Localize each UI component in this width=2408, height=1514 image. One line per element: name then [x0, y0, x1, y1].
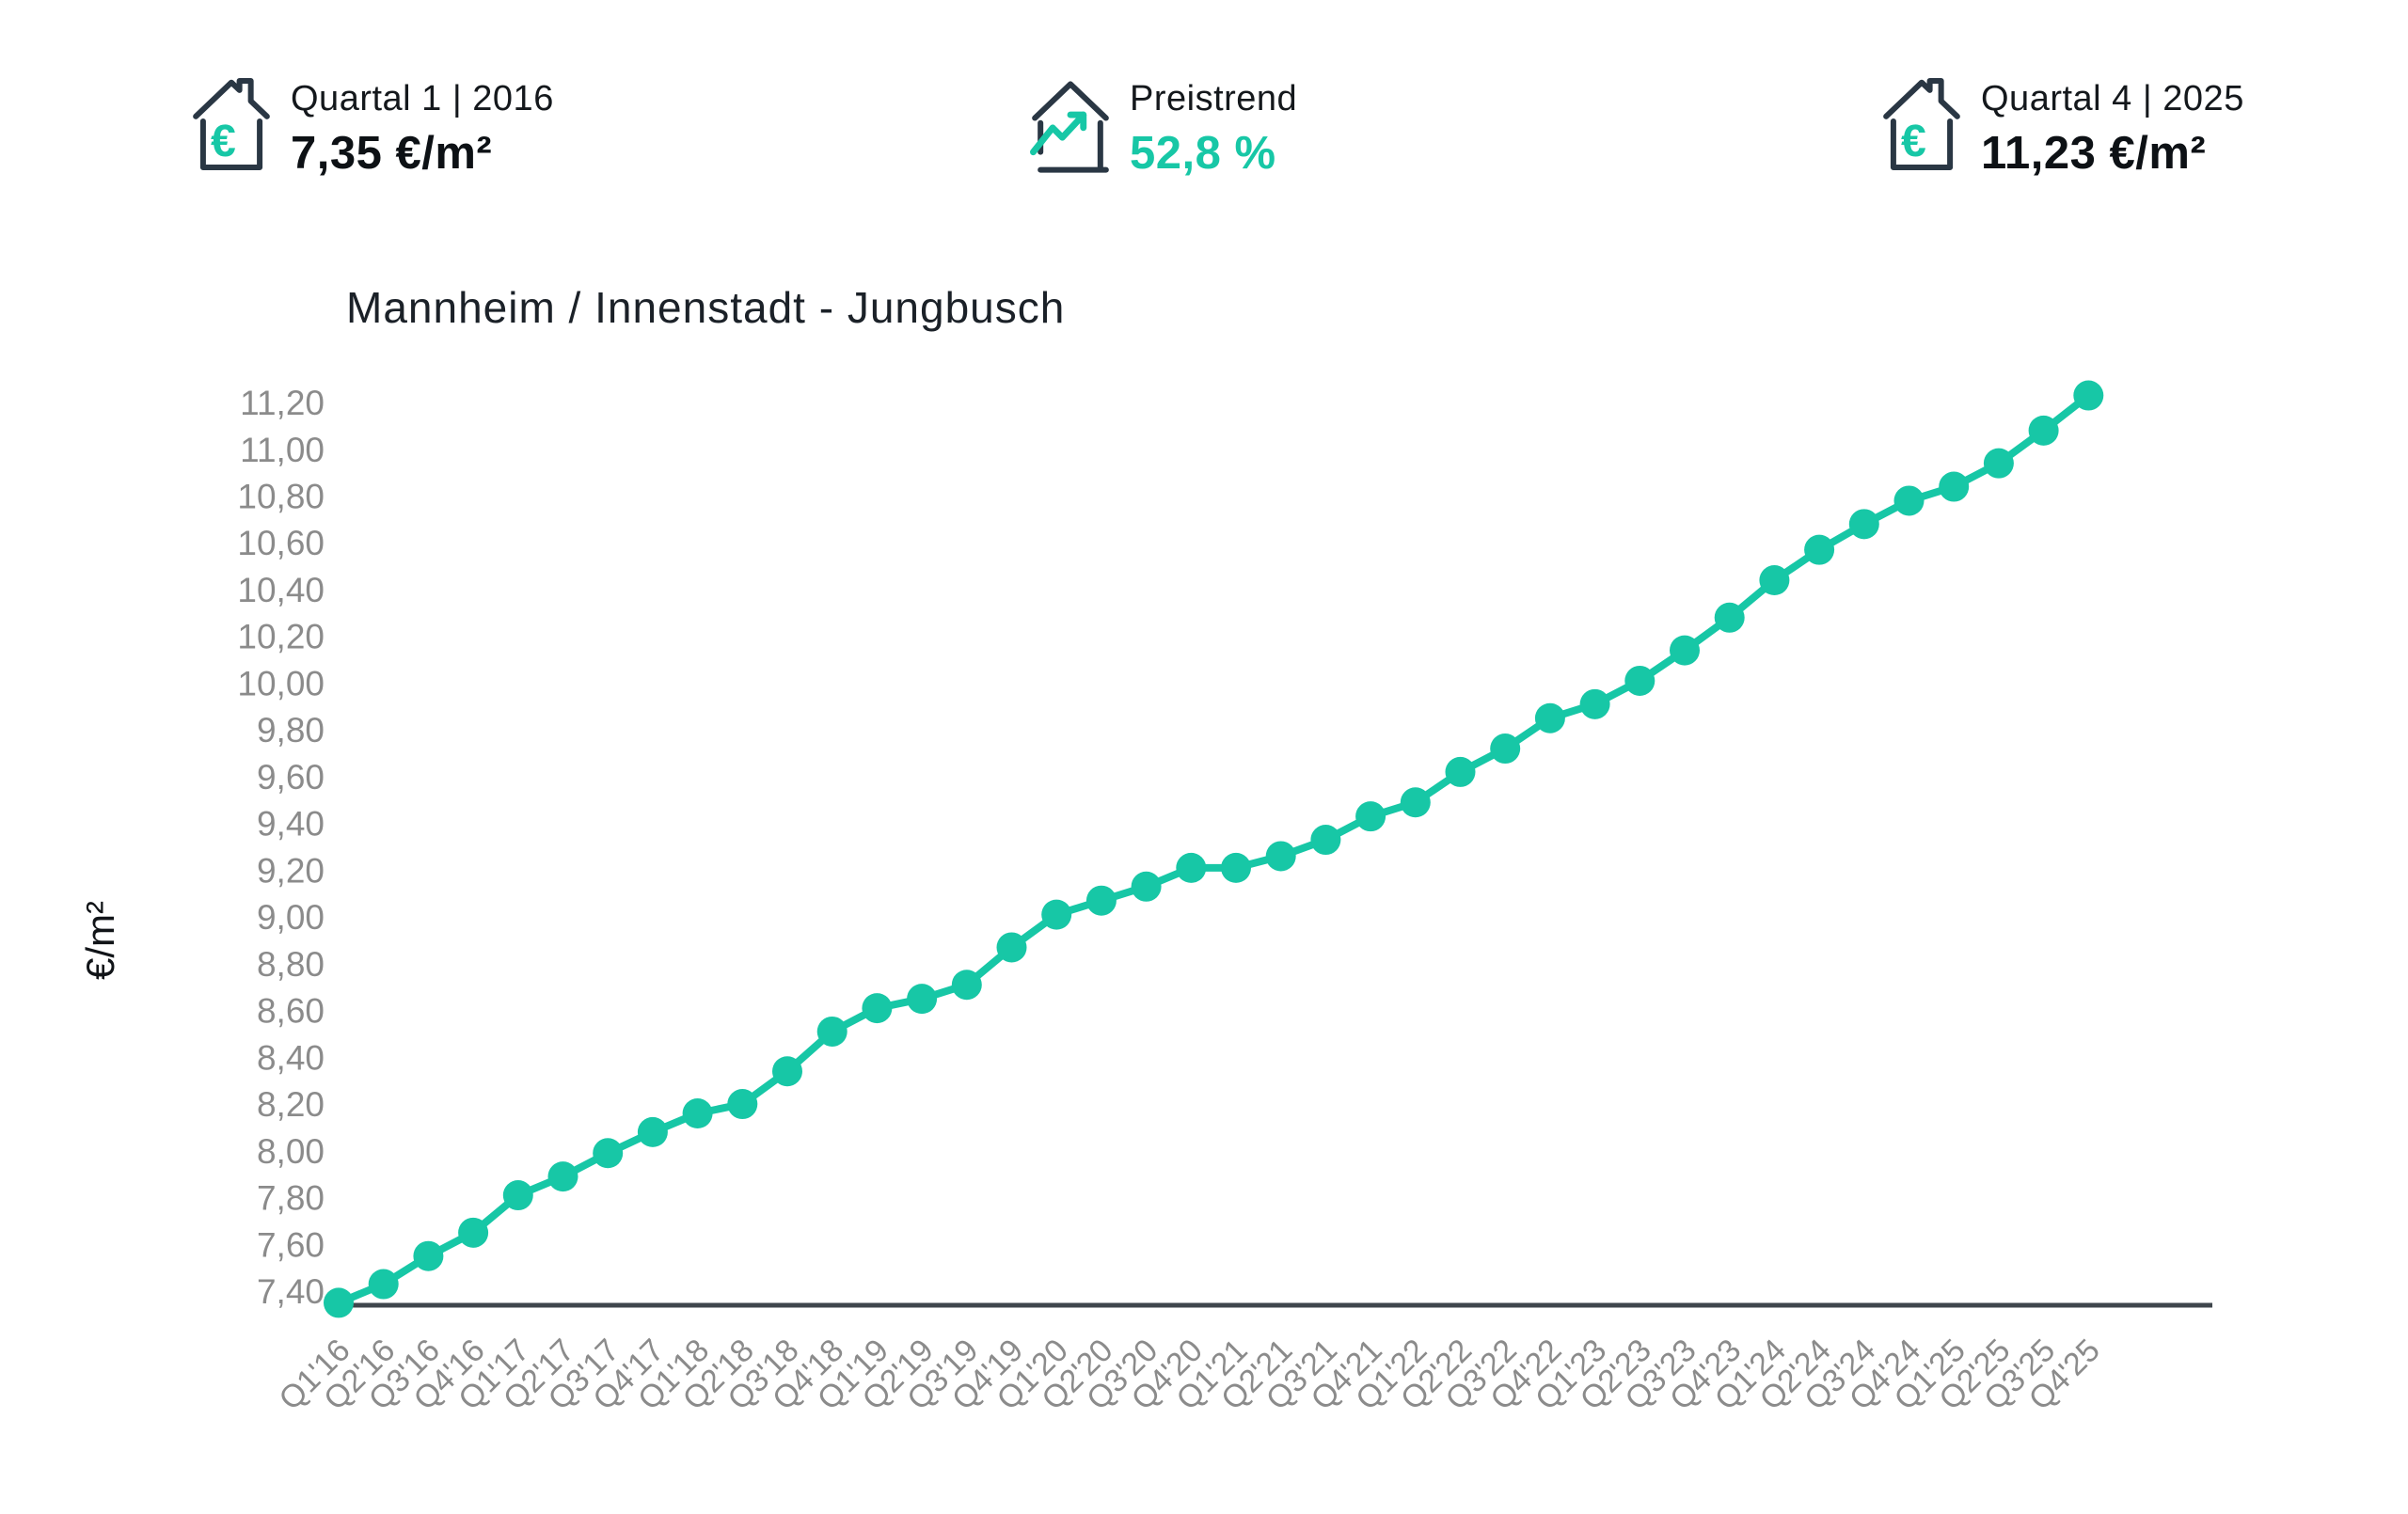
data-point[interactable] — [458, 1217, 489, 1248]
data-point[interactable] — [1355, 801, 1386, 832]
stat-value: 52,8 % — [1130, 128, 1276, 179]
y-tick-label: 9,40 — [257, 805, 325, 844]
data-point[interactable] — [1085, 885, 1117, 916]
y-tick-label: 10,60 — [237, 524, 325, 562]
data-point[interactable] — [413, 1240, 444, 1271]
y-tick-label: 10,00 — [237, 664, 325, 702]
data-point[interactable] — [502, 1180, 533, 1211]
data-point[interactable] — [547, 1161, 578, 1192]
data-point[interactable] — [1131, 871, 1162, 902]
y-tick-label: 11,00 — [240, 431, 325, 469]
chart-title: Mannheim / Innenstadt - Jungbusch — [346, 283, 1066, 332]
data-point[interactable] — [1265, 841, 1296, 872]
data-point[interactable] — [1624, 665, 1656, 696]
data-point[interactable] — [1670, 635, 1700, 666]
data-point[interactable] — [951, 970, 982, 1001]
data-point[interactable] — [1221, 852, 1251, 883]
y-tick-label: 11,20 — [240, 384, 325, 422]
data-point[interactable] — [1759, 565, 1790, 596]
y-tick-label: 7,60 — [257, 1225, 325, 1264]
y-tick-label: 8,60 — [257, 992, 325, 1031]
house-euro-icon: € — [1883, 77, 1960, 171]
data-point[interactable] — [2028, 415, 2059, 446]
y-tick-label: 9,20 — [257, 851, 325, 890]
data-point[interactable] — [1804, 534, 1835, 565]
data-point[interactable] — [727, 1089, 758, 1120]
data-point[interactable] — [1579, 688, 1610, 719]
data-point[interactable] — [1400, 787, 1431, 818]
euro-glyph: € — [1901, 116, 1926, 166]
y-tick-label: 7,80 — [257, 1179, 325, 1218]
data-point[interactable] — [1176, 852, 1207, 883]
house-euro-icon: € — [193, 77, 270, 171]
stat-card-price-trend: Preistrend 52,8 % — [1030, 73, 1297, 180]
y-tick-label: 8,20 — [257, 1085, 325, 1124]
y-tick-label: 10,80 — [237, 477, 325, 515]
stat-text: Quartal 1 | 2016 7,35 €/m² — [291, 73, 554, 180]
data-point[interactable] — [816, 1016, 848, 1047]
data-point[interactable] — [682, 1098, 713, 1129]
data-point[interactable] — [1983, 448, 2014, 479]
stat-value: 11,23 €/m² — [1981, 128, 2207, 179]
y-tick-label: 9,80 — [257, 711, 325, 749]
data-point[interactable] — [772, 1056, 802, 1087]
data-point[interactable] — [1490, 733, 1521, 765]
price-line — [335, 391, 2093, 1307]
stat-card-end-quarter: € Quartal 4 | 2025 11,23 €/m² — [1881, 73, 2244, 180]
stat-text: Preistrend 52,8 % — [1130, 73, 1297, 180]
stat-label: Quartal 4 | 2025 — [1981, 79, 2244, 118]
y-tick-label: 7,40 — [257, 1272, 325, 1311]
stat-card-start-quarter: € Quartal 1 | 2016 7,35 €/m² — [191, 73, 554, 180]
data-point[interactable] — [1939, 471, 1970, 502]
stat-label: Preistrend — [1130, 79, 1298, 118]
y-tick-label: 10,40 — [237, 571, 325, 609]
data-point[interactable] — [996, 932, 1027, 963]
data-point[interactable] — [1534, 702, 1565, 733]
data-point[interactable] — [368, 1269, 399, 1300]
house-trend-icon — [1030, 81, 1109, 173]
y-tick-label: 10,20 — [237, 618, 325, 656]
y-tick-label: 8,80 — [257, 945, 325, 984]
stat-label: Quartal 1 | 2016 — [291, 79, 554, 118]
data-point[interactable] — [1848, 509, 1879, 540]
data-point[interactable] — [1714, 602, 1745, 633]
data-point[interactable] — [862, 993, 893, 1024]
data-point[interactable] — [907, 984, 938, 1015]
data-point[interactable] — [1893, 485, 1925, 516]
data-point[interactable] — [1445, 756, 1476, 787]
data-point[interactable] — [1041, 899, 1072, 930]
y-tick-label: 8,40 — [257, 1038, 325, 1077]
y-tick-label: 8,00 — [257, 1132, 325, 1171]
y-tick-label: 9,60 — [257, 758, 325, 796]
data-point[interactable] — [593, 1138, 624, 1169]
data-point[interactable] — [2073, 380, 2104, 411]
y-tick-label: 9,00 — [257, 898, 325, 937]
data-point[interactable] — [1310, 825, 1341, 856]
stat-value: 7,35 €/m² — [291, 128, 493, 179]
euro-glyph: € — [211, 116, 236, 166]
data-point[interactable] — [324, 1287, 354, 1318]
stat-text: Quartal 4 | 2025 11,23 €/m² — [1981, 73, 2244, 180]
data-point[interactable] — [637, 1116, 668, 1147]
